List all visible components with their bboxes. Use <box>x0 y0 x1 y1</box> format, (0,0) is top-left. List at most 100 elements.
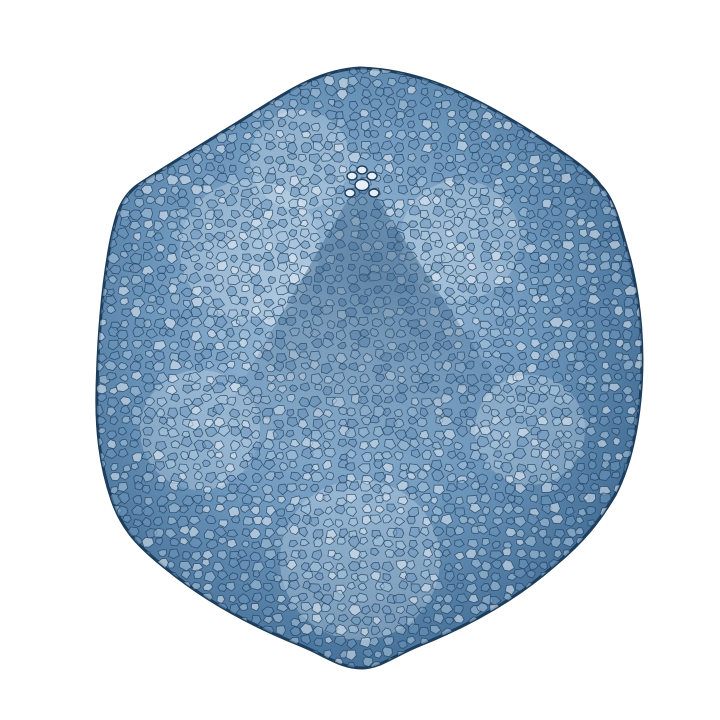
capsomer-cell <box>252 294 263 304</box>
capsomer-cell <box>120 319 130 329</box>
capsomer-cell <box>529 221 539 231</box>
capsomer-cell <box>562 68 573 73</box>
capsomer-cell <box>421 504 430 513</box>
capsomer-cell <box>132 495 143 505</box>
capsomer-cell <box>178 68 188 76</box>
capsomer-cell <box>382 119 393 128</box>
capsomer-cell <box>360 627 369 637</box>
capsomer-cell <box>180 570 191 580</box>
capsomer-cell <box>492 306 505 318</box>
capsomer-cell <box>552 567 566 580</box>
capsomer-cell <box>555 648 565 657</box>
capsomer-cell <box>170 440 181 449</box>
capsomer-cell <box>347 535 360 549</box>
capsomer-cell <box>506 261 516 271</box>
capsomer-cell <box>543 616 552 624</box>
capsomer-cell <box>289 186 301 198</box>
capsomer-cell <box>206 657 217 667</box>
capsomer-cell <box>170 393 181 403</box>
capsomer-cell <box>494 613 506 624</box>
capsomer-cell <box>554 529 566 540</box>
capsomer-cell <box>287 68 298 73</box>
capsomer-cell <box>382 514 393 524</box>
capsomer-cell <box>134 480 145 491</box>
capsomer-cell <box>455 153 467 164</box>
capsomer-cell <box>277 261 289 273</box>
capsomer-cell <box>277 483 289 496</box>
capsomer-cell <box>261 184 273 195</box>
capsomer-cell <box>202 184 214 195</box>
capsomer-cell <box>166 417 177 428</box>
capsomer-cell <box>139 132 154 145</box>
capsomer-cell <box>588 405 599 417</box>
capsomer-cell <box>290 216 302 228</box>
capsomer-cell <box>577 507 588 517</box>
capsomer-cell <box>299 250 310 259</box>
capsomer-cell <box>560 172 573 184</box>
capsomer-cell <box>475 602 489 613</box>
capsomer-cell <box>180 73 191 84</box>
capsomer-cell <box>242 516 254 526</box>
capsomer-cell <box>145 304 155 314</box>
vertex-bump <box>368 188 380 198</box>
capsomer-cell <box>206 376 215 385</box>
capsomer-cell <box>446 109 456 119</box>
capsomer-cell <box>203 492 214 502</box>
capsomer-cell <box>560 416 574 427</box>
capsomer-cell <box>621 538 633 549</box>
capsomer-cell <box>490 73 503 86</box>
capsomer-cell <box>384 130 394 139</box>
capsomer-cell <box>469 68 481 74</box>
capsomer-cell <box>314 572 324 581</box>
capsomer-cell <box>263 132 276 142</box>
capsomer-cell <box>624 614 637 627</box>
capsomer-cell <box>213 68 226 76</box>
capsomer-cell <box>141 536 155 548</box>
capsomer-cell <box>506 649 517 660</box>
capsomer-cell <box>536 415 549 426</box>
capsomer-cell <box>447 132 458 144</box>
capsomer-cell <box>154 139 169 151</box>
capsomer-cell <box>420 230 431 241</box>
capsomer-cell <box>463 207 477 220</box>
capsomer-cell <box>205 539 219 550</box>
capsomer-cell <box>502 87 516 99</box>
capsomer-cell <box>537 429 550 441</box>
capsomer-cell <box>239 623 252 634</box>
capsomer-cell <box>541 331 555 342</box>
capsomer-cell <box>527 107 538 116</box>
capsomer-cell <box>626 406 637 416</box>
capsomer-cell <box>526 210 536 220</box>
capsomer-cell <box>584 376 599 385</box>
capsomer-cell <box>537 121 550 134</box>
capsomer-cell <box>205 342 215 351</box>
capsomer-cell <box>96 658 106 668</box>
capsomer-cell <box>574 76 584 86</box>
capsomer-cell <box>106 430 118 440</box>
capsomer-cell <box>158 210 169 222</box>
capsomer-cell <box>264 559 276 569</box>
capsomer-cell <box>410 229 421 240</box>
capsomer-cell <box>201 559 211 567</box>
capsomer-cell <box>622 568 635 580</box>
capsomer-cell <box>347 75 360 87</box>
capsomer-cell <box>188 525 200 538</box>
capsomer-cell <box>251 614 262 625</box>
capsomer-cell <box>288 121 298 131</box>
capsomer-cell <box>476 272 489 284</box>
capsomer-cell <box>182 551 192 560</box>
capsomer-cell <box>599 108 610 119</box>
capsomer-cell <box>194 90 206 99</box>
capsomer-cell <box>589 341 599 351</box>
capsomer-cell <box>238 329 251 340</box>
capsomer-cell <box>432 205 445 217</box>
capsomer-cell <box>96 218 105 229</box>
capsomer-cell <box>122 242 134 253</box>
capsomer-cell <box>609 460 621 472</box>
capsomer-cell <box>170 107 180 117</box>
capsomer-cell <box>421 594 434 605</box>
capsomer-cell <box>481 283 492 293</box>
capsomer-cell <box>369 98 383 110</box>
capsomer-cell <box>561 96 573 106</box>
capsomer-cell <box>145 328 158 339</box>
